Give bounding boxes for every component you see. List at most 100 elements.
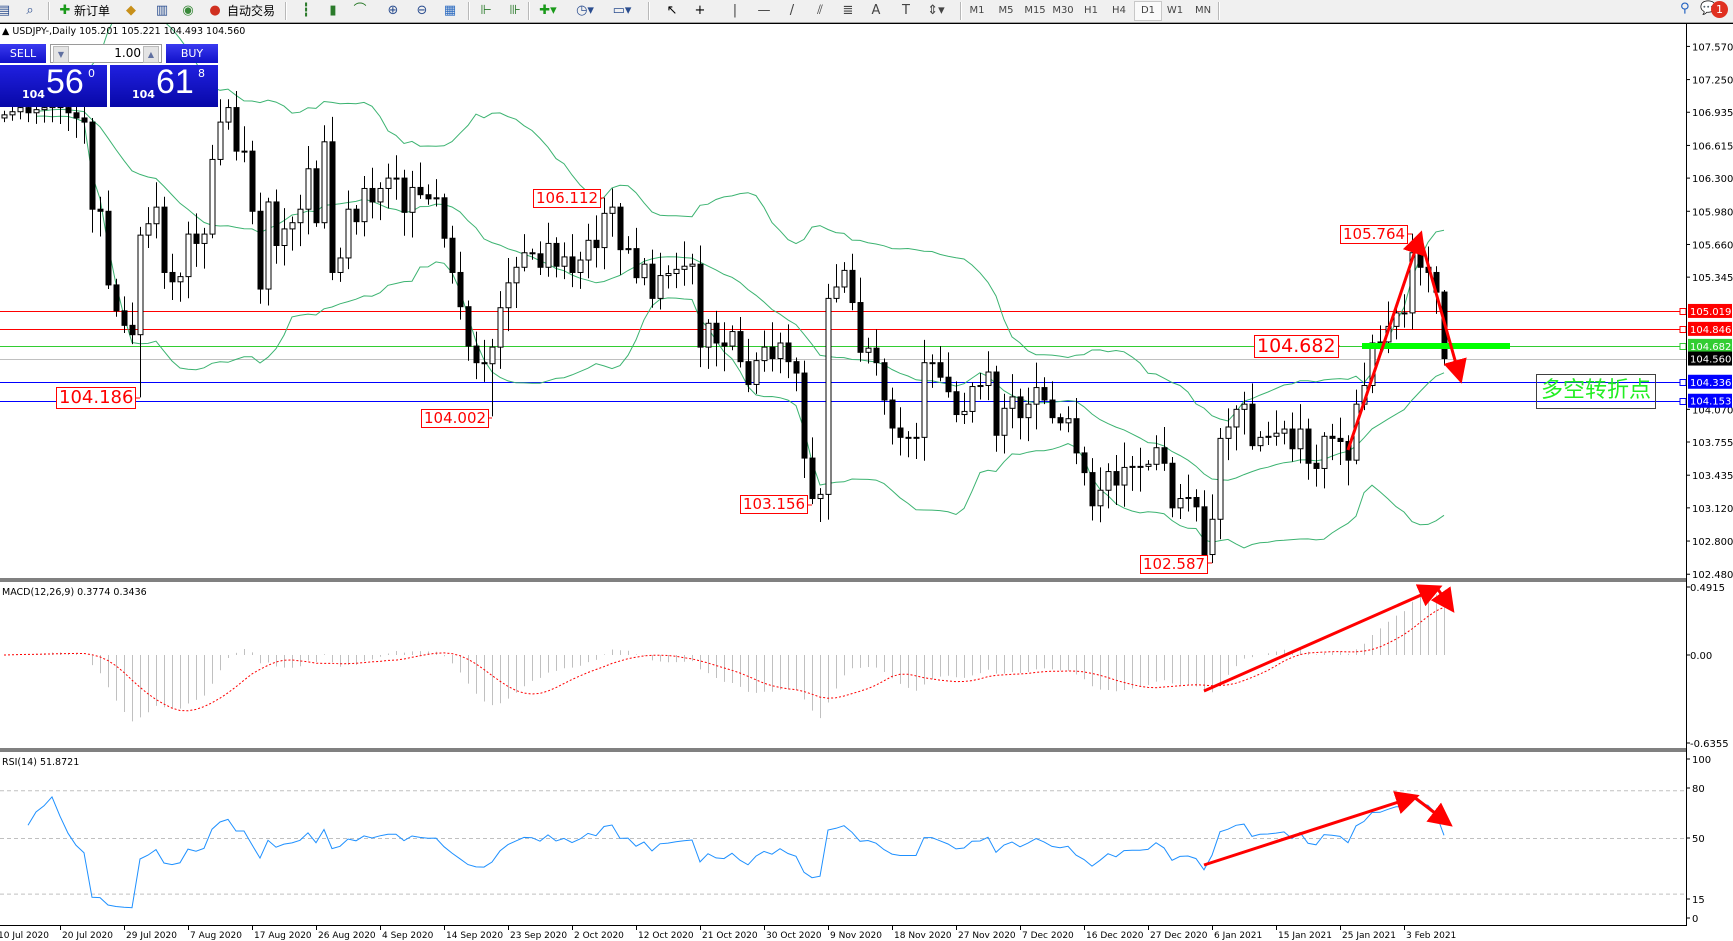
timeframe-m15[interactable]: M15 xyxy=(1024,5,1046,16)
text-icon[interactable]: A xyxy=(871,3,881,18)
timeframe-d1[interactable]: D1 xyxy=(1134,1,1162,21)
trend-reversal-label[interactable]: 多空转折点 xyxy=(1536,374,1656,409)
trendline-icon[interactable]: / xyxy=(789,3,795,18)
templates-icon[interactable]: ▭▾ xyxy=(612,3,632,18)
auto-trading-icon[interactable]: ● xyxy=(209,3,221,18)
channel-icon[interactable]: ⫽ xyxy=(817,3,823,18)
candle xyxy=(657,252,664,310)
zoom-out-icon[interactable]: ⊖ xyxy=(416,3,428,18)
candle-body xyxy=(881,362,888,401)
rsi-pane xyxy=(0,790,1686,909)
candle-body xyxy=(281,228,288,247)
chart-shift-icon[interactable]: ⊩ xyxy=(480,3,492,18)
candle-body xyxy=(673,268,680,275)
timeframe-w1[interactable]: W1 xyxy=(1166,5,1184,16)
candle xyxy=(369,167,376,219)
candle xyxy=(793,357,800,392)
arrows-icon[interactable]: ⇕▾ xyxy=(927,3,945,18)
candle xyxy=(905,431,912,458)
horizontal-line-icon[interactable]: — xyxy=(757,3,771,18)
candle-body xyxy=(1329,435,1336,439)
lot-decrease-button[interactable]: ▼ xyxy=(53,46,69,63)
new-order-icon[interactable]: ✚ xyxy=(59,3,71,18)
candle xyxy=(73,102,80,138)
price-annotation[interactable]: 105.764 xyxy=(1340,225,1409,244)
gold-icon[interactable]: ◆ xyxy=(126,3,136,18)
ask-prefix: 104 xyxy=(132,88,155,101)
vertical-line-icon[interactable]: | xyxy=(732,3,738,18)
candle xyxy=(921,339,928,461)
candle xyxy=(585,223,592,279)
signal-icon[interactable]: ◉ xyxy=(182,3,194,18)
timeframe-h4[interactable]: H4 xyxy=(1112,5,1126,16)
candle-body xyxy=(465,306,472,347)
lot-value[interactable]: 1.00 xyxy=(114,46,141,60)
lot-increase-button[interactable]: ▲ xyxy=(143,46,159,63)
candle xyxy=(1073,397,1080,465)
price-annotation[interactable]: 106.112 xyxy=(533,189,602,208)
candle xyxy=(577,251,584,289)
chart-header: ▲ USDJPY-,Daily 105.201 105.221 104.493 … xyxy=(2,26,246,37)
zoom-in-icon[interactable]: ⊕ xyxy=(387,3,399,18)
candle xyxy=(673,252,680,289)
timeframe-m30[interactable]: M30 xyxy=(1052,5,1074,16)
price-annotation[interactable]: 104.186 xyxy=(56,387,137,409)
bid-price-box[interactable]: 104 56 0 xyxy=(0,63,107,107)
candle xyxy=(353,205,360,235)
candle xyxy=(953,381,960,423)
crosshair-icon[interactable]: + xyxy=(694,3,706,18)
timeframe-m1[interactable]: M1 xyxy=(969,5,985,16)
history-icon[interactable]: ▥ xyxy=(155,3,169,18)
candle xyxy=(1057,413,1064,431)
candle-body xyxy=(409,186,416,213)
line-chart-icon[interactable]: ⌒ xyxy=(353,3,367,18)
candle-body xyxy=(337,257,344,273)
candle-body xyxy=(81,117,88,123)
new-order-button[interactable]: 新订单 xyxy=(74,4,111,18)
candle xyxy=(1,110,8,123)
candle-body xyxy=(153,206,160,225)
candle-body xyxy=(1169,462,1176,509)
candle-body xyxy=(1297,428,1304,450)
price-annotation[interactable]: 104.682 xyxy=(1254,335,1339,358)
candle-body xyxy=(537,253,544,268)
candle-body xyxy=(617,206,624,251)
candle-body xyxy=(681,265,688,270)
sell-button[interactable]: SELL xyxy=(0,44,46,63)
timeframe-m5[interactable]: M5 xyxy=(998,5,1014,16)
candle xyxy=(313,160,320,227)
fibonacci-icon[interactable]: ≣ xyxy=(842,3,854,18)
tile-windows-icon[interactable]: ▦ xyxy=(443,3,457,18)
candle xyxy=(273,189,280,264)
autoscroll-icon[interactable]: ⊪ xyxy=(509,3,521,18)
buy-button[interactable]: BUY xyxy=(166,44,218,63)
notification-count-badge[interactable]: 1 xyxy=(1711,1,1728,18)
price-annotation[interactable]: 104.002 xyxy=(421,409,490,428)
bar-chart-icon[interactable]: ┇ xyxy=(302,3,310,18)
chart-window-icon[interactable]: ▤ xyxy=(0,3,11,18)
auto-trading-button[interactable]: 自动交易 xyxy=(227,4,276,18)
candle xyxy=(849,253,856,311)
periods-icon[interactable]: ◷▾ xyxy=(576,3,594,18)
line-handle xyxy=(1679,326,1686,333)
candle xyxy=(825,283,832,520)
price-annotation[interactable]: 103.156 xyxy=(740,495,809,514)
print-preview-icon[interactable]: ⌕ xyxy=(26,3,34,18)
ask-price-box[interactable]: 104 61 8 xyxy=(110,63,218,107)
price-annotation[interactable]: 102.587 xyxy=(1140,555,1209,574)
cursor-icon[interactable]: ↖ xyxy=(666,3,678,18)
lot-size-input[interactable]: ▼ 1.00 ▲ xyxy=(50,44,162,63)
text-label-icon[interactable]: T xyxy=(902,3,910,18)
candle-body xyxy=(257,210,264,290)
candle-body xyxy=(1217,437,1224,520)
candlestick-icon[interactable]: ▮ xyxy=(329,3,337,18)
candle-body xyxy=(1057,417,1064,424)
candle xyxy=(697,245,704,368)
bollinger-upper-band xyxy=(35,24,1445,422)
search-icon[interactable]: ⚲ xyxy=(1680,1,1690,16)
candle-body xyxy=(1289,428,1296,450)
timeframe-mn[interactable]: MN xyxy=(1194,5,1212,16)
indicators-icon[interactable]: ✚▾ xyxy=(539,3,557,18)
timeframe-h1[interactable]: H1 xyxy=(1084,5,1098,16)
